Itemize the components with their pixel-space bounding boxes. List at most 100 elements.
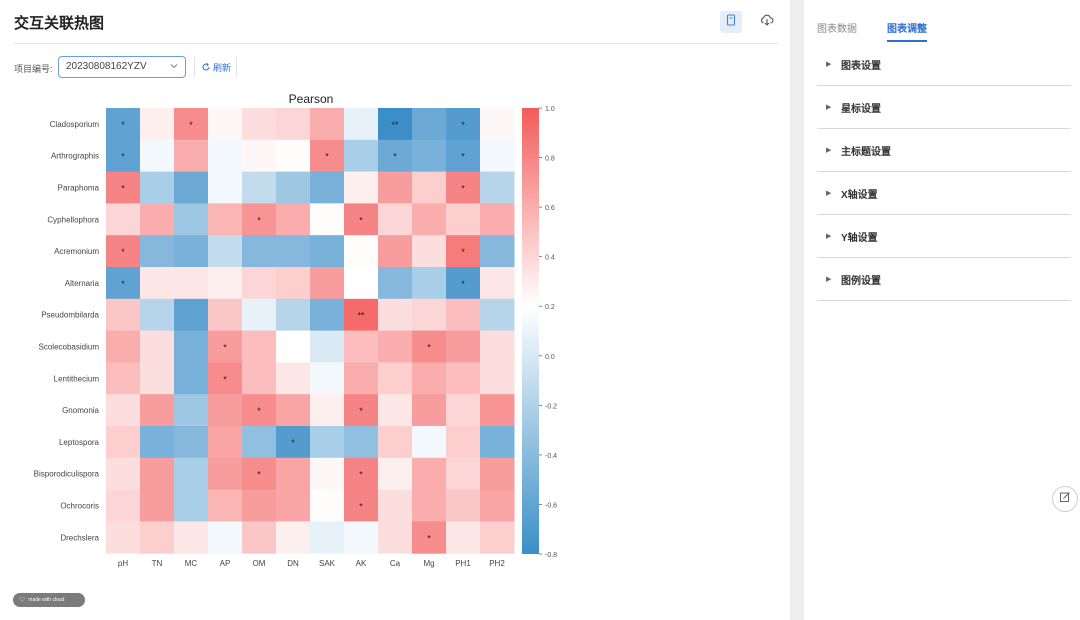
y-tick-label: Pseudombilarda: [41, 311, 99, 320]
caret-right-icon: ▶: [826, 190, 832, 197]
heatmap-cell: [174, 330, 209, 363]
heatmap-cell: [276, 330, 311, 363]
heatmap-cell: [412, 203, 447, 236]
setting-y-axis[interactable]: ▶ Y轴设置: [817, 215, 1071, 258]
heatmap-cell: [242, 521, 277, 554]
heatmap-cell: [208, 394, 243, 427]
edit-icon: [1059, 490, 1071, 508]
heatmap-cell: [140, 521, 175, 554]
heatmap-cell: [344, 394, 379, 427]
project-label: 项目编号:: [14, 64, 53, 74]
download-button[interactable]: [756, 11, 778, 33]
heatmap-cell: [480, 330, 515, 363]
x-tick-label: MC: [185, 559, 198, 568]
heatmap-cell: [446, 235, 481, 268]
chevron-down-icon: [170, 62, 178, 73]
heatmap-cell: [242, 235, 277, 268]
caret-right-icon: ▶: [826, 147, 832, 154]
heatmap-cell: [446, 267, 481, 300]
y-axis-labels: Cladosporium Arthrographis Paraphoma Cyphel…: [34, 120, 100, 542]
x-tick-label: DN: [287, 559, 299, 568]
tab-chart-adjust[interactable]: 图表调整: [887, 20, 927, 42]
heatmap-cell: [106, 235, 141, 268]
heatmap-cell: [106, 521, 141, 554]
heatmap-cell: [412, 267, 447, 300]
save-image-button[interactable]: [720, 11, 742, 33]
heatmap-cell: [480, 362, 515, 395]
heatmap-cell: [174, 235, 209, 268]
heatmap-cell: [140, 203, 175, 236]
colorbar-tick-label: 0.8: [545, 156, 555, 163]
caret-right-icon: ▶: [826, 104, 832, 111]
refresh-label: 刷新: [213, 63, 232, 73]
panel-gutter: [790, 0, 804, 620]
heatmap-cell: [208, 521, 243, 554]
setting-legend[interactable]: ▶ 图例设置: [817, 258, 1071, 301]
heatmap-cell: [140, 330, 175, 363]
colorbar-tick-label: -0.2: [545, 403, 557, 410]
significance-star: *: [393, 152, 397, 162]
setting-main-title[interactable]: ▶ 主标题设置: [817, 129, 1071, 172]
heatmap-cell: [174, 298, 209, 332]
settings-list: ▶ 图表设置 ▶ 星标设置 ▶ 主标题设置 ▶ X轴设置 ▶ Y轴设置 ▶ 图例设置: [817, 43, 1071, 301]
heatmap-cell: [378, 521, 413, 554]
x-tick-label: SAK: [319, 559, 336, 568]
setting-star[interactable]: ▶ 星标设置: [817, 86, 1071, 129]
significance-star: *: [461, 247, 465, 257]
heatmap-cell: [174, 108, 209, 141]
heatmap-cell: [344, 298, 379, 332]
y-tick-label: Alternaria: [65, 279, 100, 288]
heatmap-cell: [480, 298, 515, 332]
significance-star: *: [427, 343, 431, 353]
heatmap-cell: [412, 235, 447, 268]
significance-star: *: [257, 406, 261, 416]
edit-float-button[interactable]: [1052, 486, 1078, 512]
heatmap-cell: [242, 489, 277, 522]
heatmap-cell: [446, 362, 481, 395]
heatmap-cell: [446, 394, 481, 427]
header-divider: [14, 43, 778, 44]
colorbar-tick-label: 0.6: [545, 205, 555, 212]
setting-chart[interactable]: ▶ 图表设置: [817, 43, 1071, 86]
heatmap-cell: [140, 394, 175, 427]
heatmap-cell: [208, 139, 243, 173]
project-select[interactable]: 20230808162YZV: [58, 56, 186, 78]
significance-star: *: [223, 374, 227, 384]
heatmap-cell: [344, 457, 379, 491]
setting-label: 图例设置: [841, 275, 881, 287]
heatmap-cell: [344, 171, 379, 204]
y-tick-label: Drechslera: [60, 533, 99, 542]
heatmap-cell: [378, 267, 413, 300]
heatmap-cell: [140, 139, 175, 173]
caret-right-icon: ▶: [826, 233, 832, 240]
colorbar-tick-label: 0.4: [545, 255, 555, 262]
tab-chart-data[interactable]: 图表数据: [817, 24, 857, 35]
y-tick-label: Scolecobasidium: [39, 343, 100, 352]
heatmap-cell: [412, 489, 447, 522]
project-select-value: 20230808162YZV: [66, 61, 147, 72]
heatmap-cell: [310, 235, 345, 268]
heatmap-cell: [446, 108, 481, 141]
setting-label: Y轴设置: [841, 232, 878, 244]
heatmap-cell: [378, 298, 413, 332]
toolbar-divider: [194, 57, 195, 77]
heatmap-cell: [446, 426, 481, 459]
setting-x-axis[interactable]: ▶ X轴设置: [817, 172, 1071, 215]
colorbar: [522, 108, 539, 554]
heatmap-cell: [276, 489, 311, 522]
heatmap-cell: [412, 139, 447, 173]
colorbar-tick-label: 0.2: [545, 304, 555, 311]
significance-star: *: [461, 120, 465, 130]
heatmap-cell: [174, 521, 209, 554]
heatmap-cell: [378, 139, 413, 173]
refresh-button[interactable]: 刷新: [201, 61, 231, 74]
heatmap-cell: [344, 362, 379, 395]
heatmap-cell: [106, 330, 141, 363]
watermark-text: made with cloud: [28, 597, 65, 603]
heatmap-cell: [344, 108, 379, 141]
y-tick-label: Arthrographis: [51, 152, 99, 161]
significance-star: *: [427, 533, 431, 543]
heatmap-cell: [378, 203, 413, 236]
y-tick-label: Paraphoma: [58, 184, 100, 193]
heatmap-cell: [106, 362, 141, 395]
